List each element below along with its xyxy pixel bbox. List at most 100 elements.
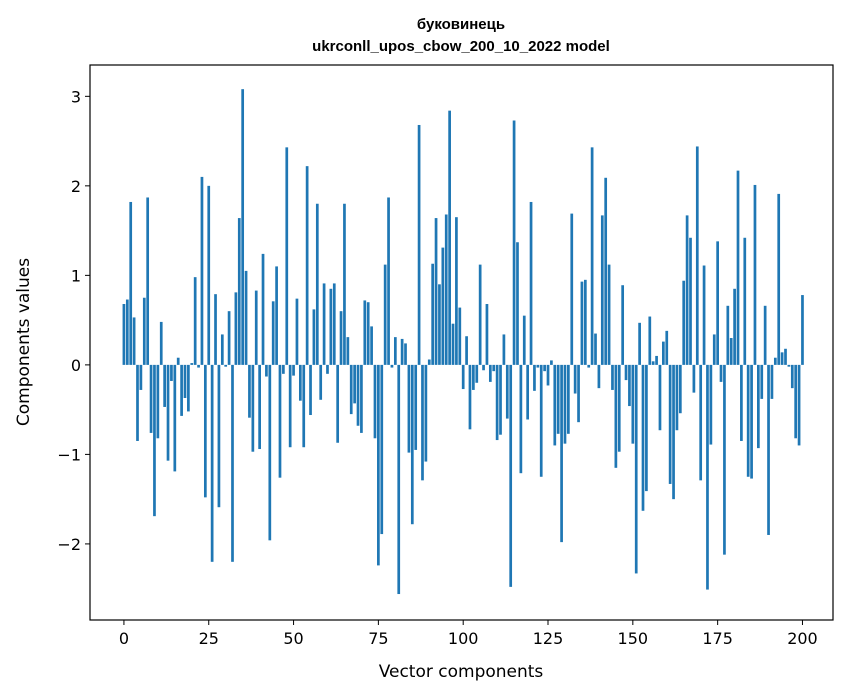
bar bbox=[760, 364, 764, 399]
bar bbox=[282, 364, 285, 374]
bar bbox=[244, 270, 248, 365]
bar bbox=[132, 317, 136, 365]
bar bbox=[407, 364, 411, 453]
bar bbox=[319, 364, 323, 400]
bar bbox=[312, 309, 316, 365]
bar bbox=[275, 266, 278, 365]
bar bbox=[248, 364, 251, 418]
bar bbox=[390, 364, 394, 368]
bar bbox=[214, 294, 217, 365]
bar bbox=[336, 364, 340, 443]
bar bbox=[183, 364, 187, 398]
bar bbox=[801, 295, 804, 365]
bar bbox=[773, 357, 777, 365]
bar bbox=[377, 364, 380, 566]
y-tick-label: −1 bbox=[57, 445, 81, 464]
bar bbox=[455, 217, 458, 365]
bar bbox=[339, 311, 343, 365]
bar bbox=[482, 364, 485, 371]
bar bbox=[159, 321, 163, 365]
bar bbox=[414, 364, 418, 450]
y-axis-ticks: −2 −1 0 1 2 3 bbox=[57, 87, 90, 554]
bar bbox=[600, 215, 604, 365]
bar bbox=[631, 364, 635, 444]
bar bbox=[444, 214, 448, 365]
bar bbox=[729, 338, 733, 365]
bar bbox=[641, 364, 645, 511]
bar-series bbox=[122, 89, 804, 595]
bar bbox=[488, 364, 492, 382]
bar bbox=[702, 265, 706, 365]
bar bbox=[580, 281, 584, 365]
bar bbox=[648, 316, 652, 365]
bar bbox=[485, 304, 489, 365]
bar bbox=[522, 315, 526, 365]
bar bbox=[292, 364, 295, 376]
bar bbox=[743, 237, 747, 365]
bar bbox=[682, 280, 686, 365]
bar bbox=[770, 364, 774, 399]
bar bbox=[122, 304, 126, 365]
bar bbox=[258, 364, 261, 450]
bar bbox=[716, 241, 719, 365]
bar bbox=[753, 184, 757, 365]
x-tick-label: 150 bbox=[618, 629, 649, 648]
bar bbox=[129, 201, 133, 365]
bar bbox=[404, 343, 407, 365]
bar bbox=[329, 288, 333, 365]
bar bbox=[427, 359, 431, 365]
bar bbox=[237, 218, 241, 365]
bar bbox=[332, 283, 336, 365]
bar bbox=[441, 247, 445, 365]
bar bbox=[373, 364, 377, 439]
bar bbox=[231, 364, 234, 562]
bar bbox=[360, 364, 363, 433]
x-tick-label: 175 bbox=[702, 629, 733, 648]
bar bbox=[458, 307, 462, 365]
bar bbox=[271, 301, 275, 365]
bar bbox=[634, 364, 638, 574]
bar bbox=[723, 364, 726, 555]
x-tick-label: 100 bbox=[448, 629, 479, 648]
bar bbox=[787, 364, 791, 367]
x-tick-label: 50 bbox=[283, 629, 303, 648]
bar bbox=[790, 364, 794, 389]
bar bbox=[217, 364, 221, 508]
bar bbox=[533, 364, 536, 391]
bar bbox=[570, 213, 574, 365]
bar bbox=[658, 364, 662, 431]
bar bbox=[305, 166, 309, 365]
bar bbox=[505, 364, 509, 419]
bar bbox=[763, 305, 767, 365]
bar bbox=[265, 364, 268, 377]
bar bbox=[560, 364, 563, 543]
bar bbox=[370, 326, 373, 365]
bar bbox=[733, 288, 736, 365]
bar bbox=[550, 360, 553, 365]
bar bbox=[495, 364, 499, 441]
bar bbox=[210, 364, 214, 562]
bar bbox=[187, 364, 190, 412]
bar bbox=[604, 177, 608, 365]
bar bbox=[193, 277, 197, 365]
bar bbox=[424, 364, 428, 462]
bar bbox=[587, 364, 591, 368]
bar bbox=[556, 364, 560, 434]
bar bbox=[478, 264, 482, 365]
bar bbox=[309, 364, 312, 416]
bar bbox=[563, 364, 567, 444]
bar bbox=[285, 147, 289, 365]
bar bbox=[170, 364, 173, 381]
bar bbox=[617, 364, 621, 452]
bar bbox=[614, 364, 618, 468]
bar bbox=[146, 197, 150, 365]
bar bbox=[149, 364, 153, 433]
bar bbox=[438, 284, 441, 365]
bar bbox=[322, 283, 326, 365]
bar bbox=[295, 298, 299, 365]
bar bbox=[207, 185, 211, 365]
bar bbox=[472, 364, 475, 390]
bar bbox=[136, 364, 139, 441]
bar bbox=[645, 364, 648, 492]
bar bbox=[750, 364, 753, 479]
